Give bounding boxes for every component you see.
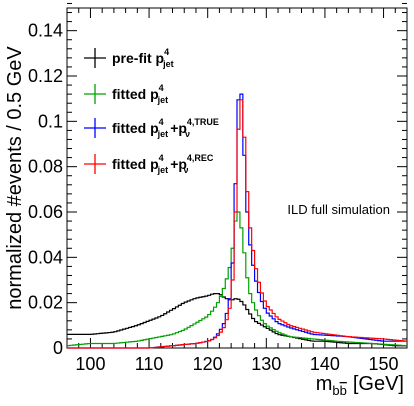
y-axis-label: normalized #events / 0.5 GeV [4,46,26,310]
y-tick-label: 0.14 [28,21,63,41]
series-line-3 [67,99,407,349]
x-tick-label: 120 [193,354,223,374]
tick-labels: 100 110 120 130 140 150 0 0.02 0.04 0.06 0.08 0.1 0.… [28,21,399,374]
legend-label-prefit: pre-fit p4 jet [112,47,174,69]
legend-entry-fitted-true: fitted p4 jet +p4,TRUE ν [84,117,219,139]
legend: pre-fit p4 jet fitted p4 jet fitted p4 jet +… [84,47,219,175]
y-tick-label: 0.06 [28,202,63,222]
x-axis-label-unit: [GeV] [353,373,404,395]
legend-label-fitted: fitted p4 jet [112,83,168,105]
x-tick-label: 110 [135,354,164,374]
x-axis-label-sub-bar: b [340,383,347,398]
legend-entry-prefit: pre-fit p4 jet [84,47,174,69]
annotation-text: ILD full simulation [287,202,390,217]
plot-frame [66,7,408,349]
x-tick-label: 100 [75,354,105,374]
y-tick-label: 0.1 [38,111,63,131]
y-tick-label: 0.04 [28,247,63,267]
x-axis-label: mbb [GeV] [316,373,404,398]
legend-entry-fitted-rec: fitted p4 jet +p4,REC ν [84,153,214,175]
axis-ticks [66,2,408,349]
series-line-1 [67,211,407,347]
x-axis-label-sub: b [332,383,339,398]
series-layer [67,93,407,349]
x-tick-label: 130 [251,354,281,374]
legend-label-fitted-rec: fitted p4 jet +p4,REC ν [112,153,214,175]
y-tick-label: 0.02 [28,293,63,313]
y-tick-label: 0.12 [28,66,63,86]
y-tick-label: 0.08 [28,157,63,177]
y-tick-label: 0 [53,338,63,358]
x-tick-label: 150 [369,354,399,374]
series-line-0 [67,293,407,347]
legend-entry-fitted: fitted p4 jet [84,83,168,105]
legend-label-fitted-true: fitted p4 jet +p4,TRUE ν [112,117,219,139]
x-axis-label-main: m [316,373,333,395]
x-tick-label: 140 [310,354,340,374]
